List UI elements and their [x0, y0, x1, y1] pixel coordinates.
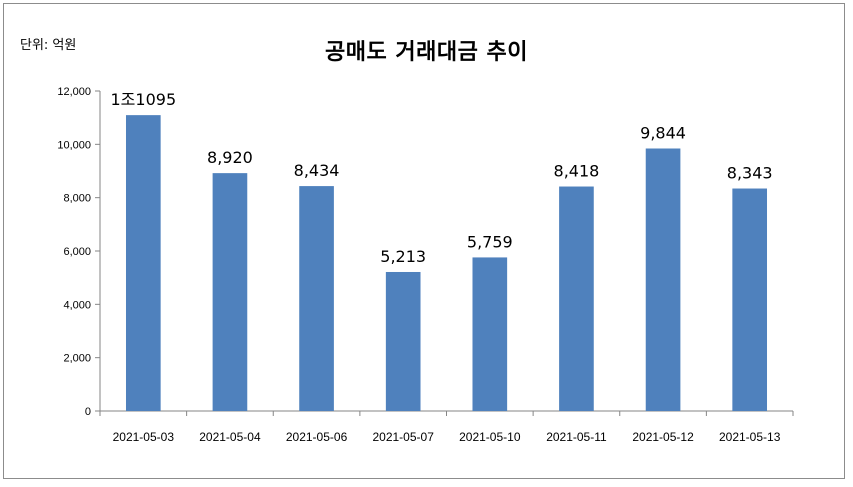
x-tick-label: 2021-05-10 — [459, 430, 521, 444]
x-tick-label: 2021-05-04 — [199, 430, 261, 444]
y-tick-label: 2,000 — [63, 353, 91, 365]
chart-title: 공매도 거래대금 추이 — [325, 40, 528, 65]
y-tick-label: 6,000 — [63, 246, 91, 258]
y-tick-label: 10,000 — [57, 139, 91, 151]
unit-label: 단위: 억원 — [20, 38, 77, 53]
bar — [299, 186, 334, 411]
data-label: 8,343 — [727, 164, 773, 183]
data-label: 8,418 — [554, 162, 600, 181]
data-label: 5,213 — [380, 247, 426, 266]
bar — [472, 257, 508, 411]
x-tick-label: 2021-05-12 — [632, 430, 694, 444]
data-label: 8,434 — [294, 161, 340, 180]
bar — [125, 115, 161, 411]
bar — [385, 271, 421, 411]
bar — [559, 186, 594, 411]
x-tick-label: 2021-05-11 — [546, 430, 607, 444]
data-label: 5,759 — [467, 232, 513, 251]
x-tick-label: 2021-05-03 — [113, 430, 175, 444]
bar — [645, 148, 681, 411]
data-label: 1조1095 — [111, 90, 177, 109]
y-tick-label: 12,000 — [57, 86, 91, 98]
y-tick-label: 4,000 — [63, 299, 91, 311]
bar — [732, 188, 768, 411]
x-tick-label: 2021-05-13 — [719, 430, 781, 444]
data-label: 9,844 — [640, 123, 686, 142]
y-tick-label: 8,000 — [63, 193, 91, 205]
y-tick-label: 0 — [85, 406, 91, 418]
x-tick-label: 2021-05-07 — [372, 430, 434, 444]
data-label: 8,920 — [207, 148, 253, 167]
bar — [212, 173, 248, 411]
x-tick-label: 2021-05-06 — [286, 430, 348, 444]
